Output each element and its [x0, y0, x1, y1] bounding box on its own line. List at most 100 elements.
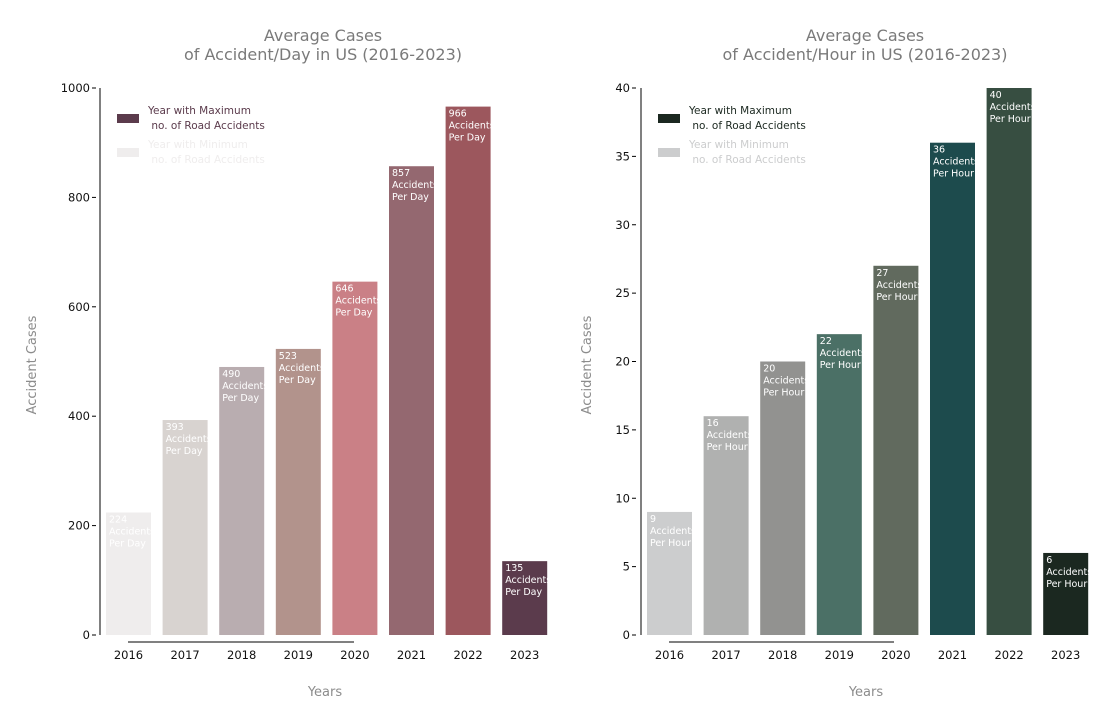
x-tick-label: 2019 — [284, 648, 313, 662]
y-tick-label: 20 — [615, 355, 630, 369]
y-tick-label: 40 — [615, 81, 630, 95]
bar-label-line2: Per Day — [279, 375, 316, 386]
bar-label-line1: Accidents — [707, 430, 753, 441]
bar-label-line2: Per Hour — [876, 292, 917, 303]
legend: Year with Maximum no. of Road Accidents Y… — [658, 105, 806, 166]
bar-label-line1: Accidents — [392, 180, 438, 191]
legend-swatch — [658, 114, 680, 123]
bar-label-line1: Accidents — [1046, 567, 1092, 578]
bar-label-line1: Accidents — [505, 575, 551, 586]
bar-label-line2: Per Day — [109, 538, 146, 549]
bar-2021 — [389, 166, 434, 635]
bar-label-line2: Per Day — [166, 446, 203, 457]
bar-label-line1: Accidents — [650, 526, 696, 537]
bar-label-line2: Per Hour — [1046, 579, 1087, 590]
legend-swatch — [117, 114, 139, 123]
legend-swatch — [117, 148, 139, 157]
y-tick-label: 600 — [68, 300, 90, 314]
bar-label-line1: Accidents — [449, 121, 495, 132]
x-tick-label: 2019 — [825, 648, 854, 662]
bar-value-label: 40 — [990, 90, 1002, 101]
x-tick-label: 2023 — [510, 648, 539, 662]
bar-2018 — [760, 361, 806, 635]
bar-label-line1: Accidents — [876, 280, 922, 291]
x-axis-label: Years — [307, 685, 343, 700]
bar-value-label: 36 — [933, 145, 945, 156]
x-tick-label: 2020 — [881, 648, 910, 662]
bar-2016 — [106, 512, 151, 635]
bar-label-line2: Per Hour — [763, 388, 804, 399]
bar-2022 — [986, 88, 1032, 635]
bar-2016 — [647, 511, 692, 635]
x-tick-label: 2021 — [397, 648, 426, 662]
y-tick-label: 10 — [615, 491, 630, 505]
bar-label-line2: Per Hour — [707, 442, 748, 453]
bar-2018 — [219, 366, 265, 635]
x-axis-label: Years — [848, 685, 884, 700]
legend-label-line2: no. of Road Accidents — [689, 120, 806, 132]
bar-value-label: 966 — [449, 109, 467, 120]
bar-value-label: 9 — [650, 514, 656, 525]
x-tick-label: 2017 — [711, 648, 740, 662]
chart-title-line2: of Accident/Hour in US (2016-2023) — [723, 45, 1008, 64]
y-tick-label: 200 — [68, 519, 90, 533]
bar-2017 — [703, 416, 749, 635]
legend-label-line1: Year with Maximum — [688, 105, 792, 117]
bar-label-line1: Accidents — [990, 102, 1036, 113]
bar-value-label: 20 — [763, 364, 775, 375]
y-tick-label: 25 — [615, 286, 630, 300]
x-tick-label: 2023 — [1051, 648, 1080, 662]
y-tick-label: 400 — [68, 409, 90, 423]
bar-2020 — [332, 281, 378, 635]
legend-label-line2: no. of Road Accidents — [148, 154, 265, 166]
bar-label-line2: Per Day — [335, 308, 372, 319]
x-tick-label: 2016 — [655, 648, 684, 662]
bar-label-line1: Accidents — [109, 526, 155, 537]
bar-label-line2: Per Hour — [990, 114, 1031, 125]
y-axis-label: Accident Cases — [25, 315, 40, 414]
bar-label-line2: Per Day — [392, 192, 429, 203]
x-tick-label: 2016 — [114, 648, 143, 662]
bar-2020 — [873, 265, 919, 635]
bar-label-line1: Accidents — [279, 363, 325, 374]
x-tick-label: 2018 — [768, 648, 797, 662]
bar-label-line1: Accidents — [166, 434, 212, 445]
legend-label-line2: no. of Road Accidents — [148, 120, 265, 132]
bar-label-line1: Accidents — [222, 381, 268, 392]
bar-value-label: 646 — [335, 284, 353, 295]
chart-title-line1: Average Cases — [264, 26, 382, 45]
bar-2023 — [502, 561, 548, 635]
x-tick-label: 2018 — [227, 648, 256, 662]
y-tick-label: 1000 — [61, 81, 90, 95]
bar-label-line2: Per Hour — [820, 360, 861, 371]
y-tick-label: 0 — [623, 628, 630, 642]
bar-label-line1: Accidents — [763, 376, 809, 387]
chart-title-line1: Average Cases — [806, 26, 924, 45]
x-tick-label: 2020 — [340, 648, 369, 662]
x-tick-label: 2021 — [938, 648, 967, 662]
bar-value-label: 393 — [166, 422, 184, 433]
y-tick-label: 5 — [623, 560, 630, 574]
x-tick-label: 2022 — [453, 648, 482, 662]
y-tick-label: 800 — [68, 190, 90, 204]
legend-label-line1: Year with Minimum — [688, 139, 789, 151]
bar-value-label: 16 — [707, 418, 719, 429]
bar-value-label: 6 — [1046, 555, 1052, 566]
bar-value-label: 22 — [820, 336, 832, 347]
legend-swatch — [658, 148, 680, 157]
bar-label-line2: Per Day — [222, 393, 259, 404]
legend-label-line1: Year with Minimum — [147, 139, 248, 151]
legend-label-line2: no. of Road Accidents — [689, 154, 806, 166]
y-tick-label: 35 — [615, 149, 630, 163]
legend-label-line1: Year with Maximum — [147, 105, 251, 117]
bar-label-line1: Accidents — [820, 348, 866, 359]
bar-2019 — [275, 348, 321, 635]
bar-label-line1: Accidents — [933, 157, 979, 168]
y-axis-label: Accident Cases — [580, 315, 595, 414]
bar-2022 — [445, 106, 491, 635]
bar-2023 — [1043, 552, 1089, 635]
bar-value-label: 27 — [876, 268, 888, 279]
